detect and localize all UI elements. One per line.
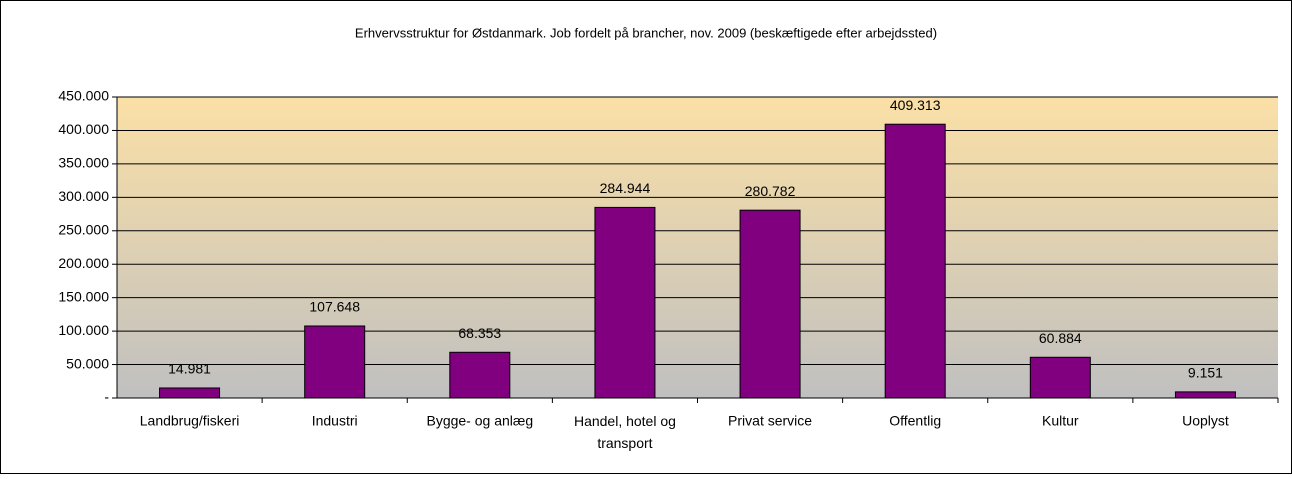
y-tick-label: 450.000: [58, 88, 109, 104]
x-tick-label: Handel, hotel og transport: [574, 413, 676, 451]
value-label: 60.884: [1039, 330, 1082, 346]
bar: [594, 206, 656, 399]
bar: [1174, 391, 1236, 399]
bar: [449, 351, 511, 399]
y-tick-label: 50.000: [66, 355, 109, 371]
x-tick-label: Offentlig: [889, 413, 941, 429]
value-label: 280.782: [745, 183, 796, 199]
bar: [739, 209, 801, 399]
bar: [159, 387, 221, 399]
value-label: 14.981: [168, 361, 211, 377]
y-tick-label: 400.000: [58, 121, 109, 137]
x-tick-label: Bygge- og anlæg: [426, 413, 533, 429]
x-tick-label: Uoplyst: [1182, 413, 1229, 429]
plot-area: [117, 97, 1278, 398]
x-tick-label: Landbrug/fiskeri: [140, 413, 240, 429]
value-label: 409.313: [890, 97, 941, 113]
y-tick-label: 350.000: [58, 155, 109, 171]
x-tick-label: Privat service: [728, 413, 812, 429]
bar: [1029, 356, 1091, 399]
bar: [884, 123, 946, 399]
y-tick-label: 300.000: [58, 188, 109, 204]
x-tick-label: Industri: [312, 413, 358, 429]
bar: [304, 325, 366, 399]
chart-title: Erhvervsstruktur for Østdanmark. Job for…: [355, 25, 937, 40]
value-label: 9.151: [1188, 365, 1223, 381]
x-tick-label: Kultur: [1042, 413, 1079, 429]
y-tick-label: 200.000: [58, 255, 109, 271]
y-tick-label: 100.000: [58, 322, 109, 338]
value-label: 284.944: [600, 180, 651, 196]
y-tick-label: -: [104, 389, 109, 405]
y-tick-label: 250.000: [58, 221, 109, 237]
y-tick-label: 150.000: [58, 288, 109, 304]
value-label: 68.353: [458, 325, 501, 341]
value-label: 107.648: [309, 299, 360, 315]
